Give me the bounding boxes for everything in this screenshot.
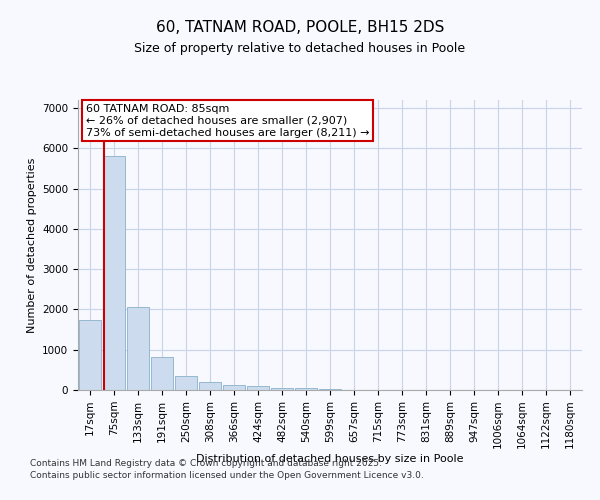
Text: 60 TATNAM ROAD: 85sqm
← 26% of detached houses are smaller (2,907)
73% of semi-d: 60 TATNAM ROAD: 85sqm ← 26% of detached … bbox=[86, 104, 369, 138]
Bar bbox=[151, 356, 173, 390]
Text: Size of property relative to detached houses in Poole: Size of property relative to detached ho… bbox=[134, 42, 466, 55]
Bar bbox=[199, 382, 221, 390]
Bar bbox=[223, 385, 245, 390]
Bar bbox=[271, 388, 293, 390]
Bar bbox=[175, 376, 197, 390]
Bar bbox=[79, 320, 101, 390]
Y-axis label: Number of detached properties: Number of detached properties bbox=[26, 158, 37, 332]
Bar bbox=[319, 389, 341, 390]
Text: Contains HM Land Registry data © Crown copyright and database right 2025.
Contai: Contains HM Land Registry data © Crown c… bbox=[30, 458, 424, 480]
Bar bbox=[103, 156, 125, 390]
X-axis label: Distribution of detached houses by size in Poole: Distribution of detached houses by size … bbox=[196, 454, 464, 464]
Bar bbox=[295, 388, 317, 390]
Bar bbox=[247, 386, 269, 390]
Text: 60, TATNAM ROAD, POOLE, BH15 2DS: 60, TATNAM ROAD, POOLE, BH15 2DS bbox=[156, 20, 444, 35]
Bar bbox=[127, 306, 149, 390]
